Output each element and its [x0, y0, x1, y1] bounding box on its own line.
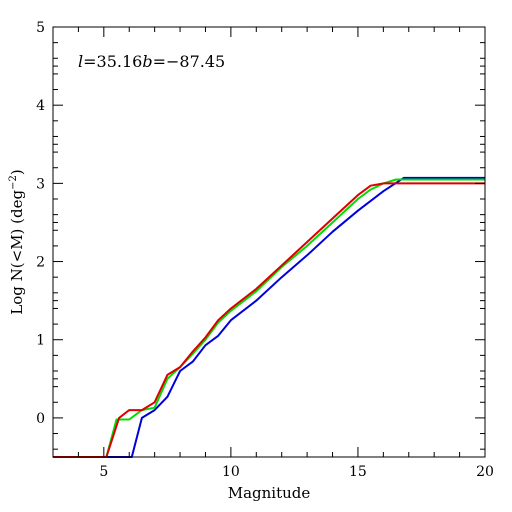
x-tick-label: 10 [222, 464, 240, 480]
y-tick-label: 3 [36, 176, 45, 192]
l-value: =35.16 [83, 52, 142, 71]
b-value: =−87.45 [153, 52, 226, 71]
series-layer [53, 176, 485, 458]
x-tick-label: 20 [476, 464, 494, 480]
y-axis-title: Log N(<M) (deg−2) [8, 169, 26, 314]
l-symbol: l [78, 52, 83, 71]
y-tick-label: 4 [36, 98, 45, 114]
y-tick-label: 2 [36, 255, 45, 271]
y-axis-title-close: ) [8, 169, 26, 175]
b-symbol: b [142, 52, 152, 71]
labels-layer: 5 10 15 20 0 1 2 3 4 5 [36, 20, 494, 480]
series-line-3 [53, 182, 485, 458]
y-tick-label: 1 [36, 333, 45, 349]
series-line-2 [53, 178, 485, 458]
ticks-layer [52, 26, 486, 458]
y-axis-title-main: Log N(<M) (deg [8, 190, 26, 315]
x-axis-title: Magnitude [228, 484, 311, 502]
y-axis-title-sup: −2 [8, 175, 19, 190]
coordinates-annotation: l=35.16b=−87.45 [78, 52, 225, 71]
series-line-1 [53, 176, 485, 458]
y-tick-label: 5 [36, 20, 45, 36]
x-tick-label: 15 [349, 464, 367, 480]
plot-frame [52, 26, 486, 458]
x-tick-label: 5 [99, 464, 108, 480]
y-tick-label: 0 [36, 411, 45, 427]
